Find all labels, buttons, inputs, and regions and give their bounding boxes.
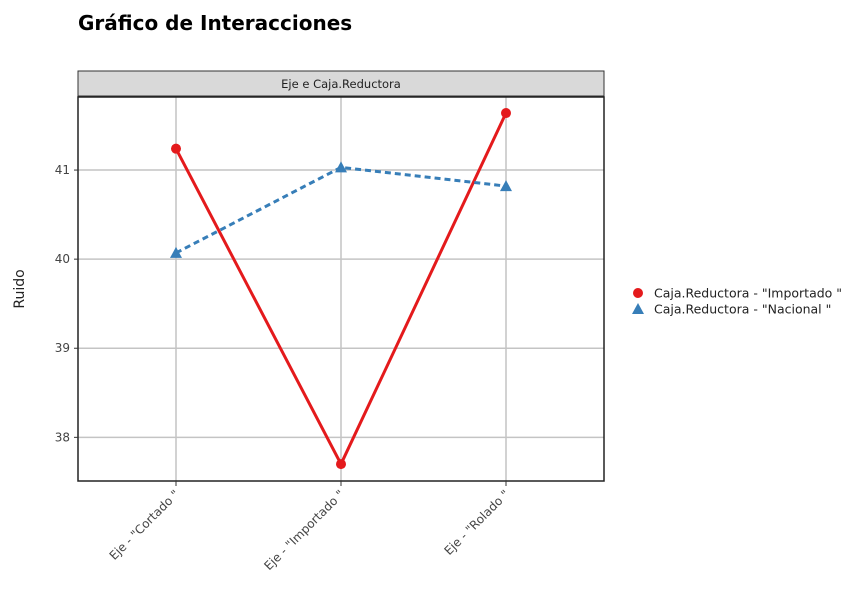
data-point-0-1 [336,459,346,470]
y-axis-label: Ruido [12,269,28,308]
legend-label-1: Caja.Reductora - "Nacional " [654,302,831,317]
y-tick-label: 40 [55,252,70,266]
legend-key-0 [633,288,643,298]
x-tick-label: Eje - "Cortado " [107,487,183,563]
data-point-1-2 [500,180,512,192]
chart-title: Gráfico de Interacciones [78,11,352,35]
y-tick-label: 39 [55,341,70,355]
x-tick-label: Eje - "Rolado " [441,487,512,558]
facet-label: Eje e Caja.Reductora [281,77,401,91]
legend-label-0: Caja.Reductora - "Importado " [654,286,842,301]
data-point-0-2 [501,108,511,119]
y-tick-label: 38 [55,430,70,444]
legend-key-1 [632,303,644,314]
legend: Caja.Reductora - "Importado "Caja.Reduct… [632,286,842,317]
y-tick-label: 41 [55,163,70,177]
facet-strip [77,70,605,97]
data-point-0-0 [171,143,181,154]
data-point-1-1 [335,161,347,173]
data-point-1-0 [170,246,182,258]
x-tick-label: Eje - "Importado " [261,487,347,573]
